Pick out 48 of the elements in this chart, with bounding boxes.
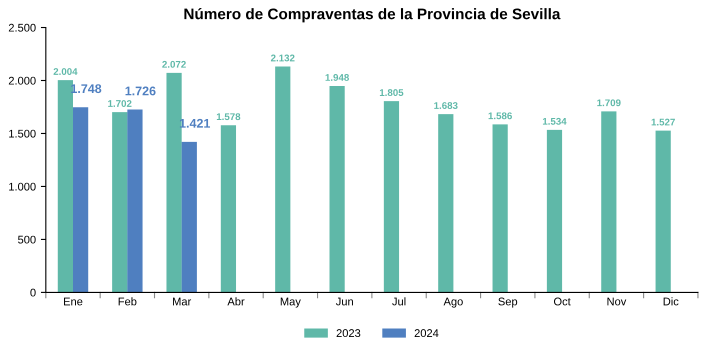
bar [438, 114, 454, 292]
x-tick-label: Abr [227, 297, 244, 306]
x-tick-label: Oct [554, 298, 571, 306]
x-tick-label: Sep [498, 298, 518, 308]
bar [275, 66, 290, 292]
bar [546, 130, 562, 292]
bar [58, 80, 73, 292]
x-tick-label: Mar [173, 298, 192, 306]
bar [330, 86, 345, 292]
y-tick-label: 2.000 [8, 76, 36, 85]
y-tick-label: 500 [18, 236, 36, 244]
x-tick-label: Ago [444, 298, 463, 308]
data-label: 1.948 [326, 74, 349, 81]
data-label: 2.072 [162, 60, 186, 68]
data-label: 1.578 [216, 113, 240, 120]
bar [656, 130, 671, 292]
bar [220, 125, 236, 292]
y-tick-label: 1.500 [9, 130, 36, 138]
bar [182, 142, 197, 292]
data-label: 1.683 [434, 102, 458, 109]
legend-label: 2023 [336, 329, 360, 338]
x-tick-label: Jul [392, 297, 406, 306]
x-tick-label: Ene [64, 298, 82, 306]
y-tick-label: 0 [30, 288, 36, 297]
data-label: 1.805 [380, 89, 404, 96]
bar [127, 110, 143, 292]
data-label: 2.132 [270, 54, 295, 62]
x-tick-label: Dic [664, 297, 679, 306]
data-label: 1.726 [126, 86, 156, 96]
legend-label: 2024 [414, 329, 438, 338]
bar [492, 124, 508, 292]
y-tick-label: 2.500 [8, 24, 36, 32]
y-tick-label: 1.000 [9, 182, 36, 191]
bar [601, 111, 616, 292]
x-tick-label: Jun [336, 298, 353, 306]
chart-title: Número de Compraventas de la Provincia de Sevilla [184, 8, 560, 22]
data-label: 1.534 [542, 118, 567, 125]
data-label: 2.004 [54, 68, 78, 75]
bar [384, 101, 400, 292]
x-tick-label: May [280, 298, 301, 308]
x-tick-label: Nov [607, 298, 626, 306]
bar [112, 112, 128, 292]
bar [72, 107, 88, 292]
data-label: 1.586 [488, 112, 512, 120]
data-label: 1.527 [652, 118, 675, 126]
data-label: 1.702 [108, 100, 132, 107]
x-tick-label: Feb [118, 297, 136, 306]
data-label: 1.709 [597, 99, 621, 106]
